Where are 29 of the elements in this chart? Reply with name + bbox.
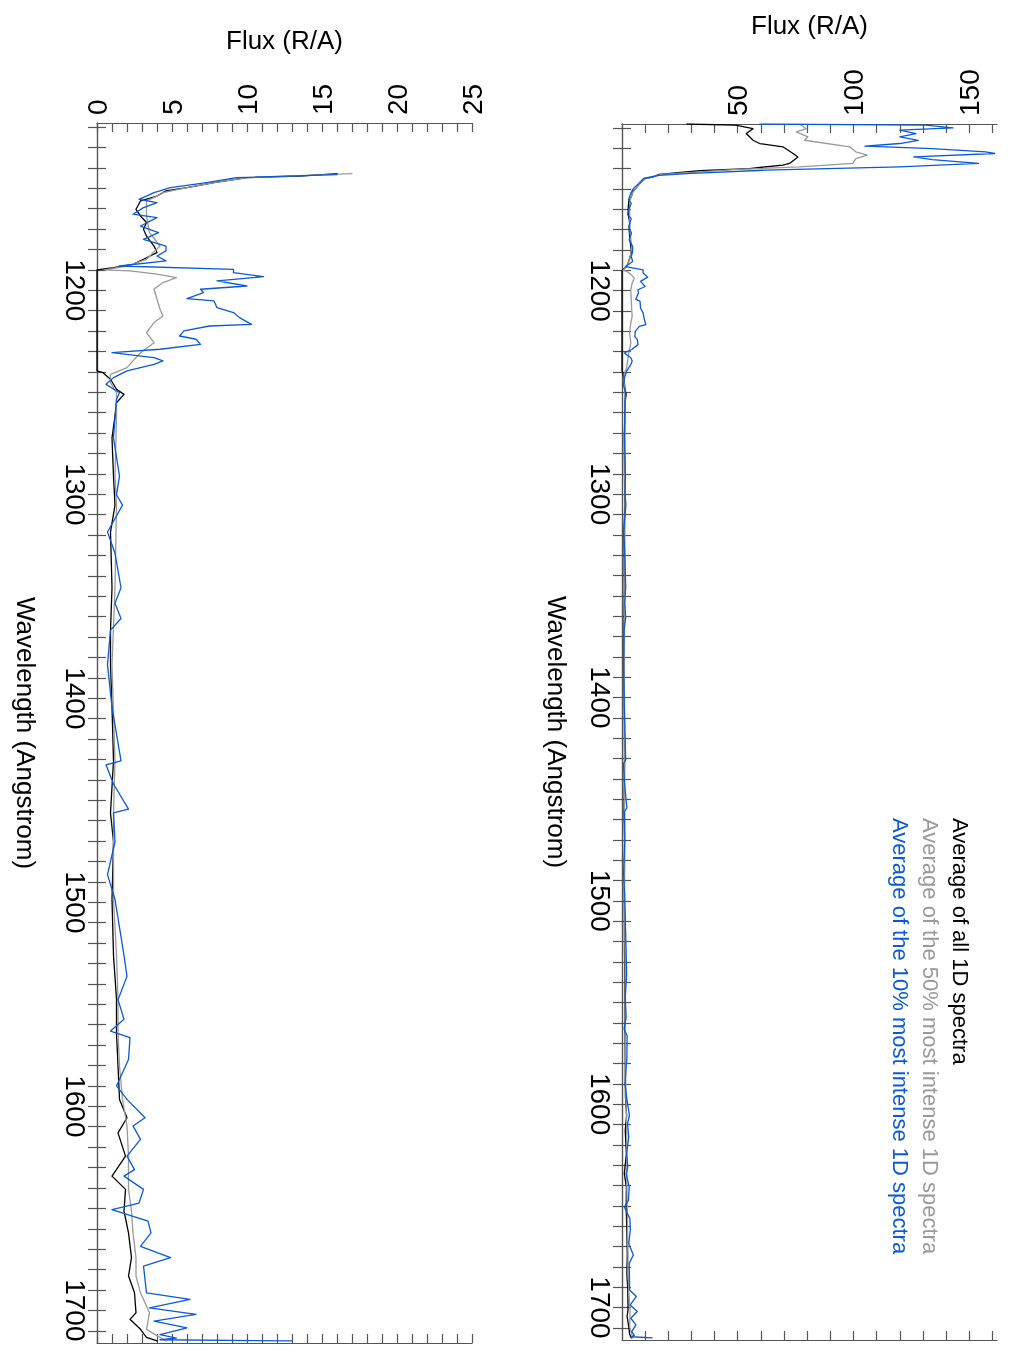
- x-tick-label: 25: [456, 83, 488, 115]
- text: Average of all 1D spectra: [947, 818, 973, 1066]
- x-tick-label: 0: [81, 99, 113, 115]
- y-tick-label: 1400: [59, 667, 91, 730]
- line-series: [622, 123, 996, 1339]
- y-tick-label: 1500: [584, 869, 616, 932]
- y-tick-label: 1600: [59, 1075, 91, 1138]
- y-axis-title: Wavelength (Angstrom): [11, 596, 41, 870]
- x-tick-label: 100: [837, 69, 869, 116]
- x-tick-label: 150: [953, 69, 985, 116]
- x-tick-label: 10: [231, 83, 263, 115]
- y-tick-label: 1200: [584, 259, 616, 322]
- x-tick-label: 20: [381, 83, 413, 115]
- x-axis-title: Flux (R/A): [751, 10, 868, 40]
- x-tick-label: 50: [722, 84, 754, 116]
- y-tick-label: 1300: [59, 463, 91, 526]
- text: Average of the 50% most intense 1D spectra: [917, 818, 943, 1255]
- y-tick-label: 1700: [584, 1276, 616, 1339]
- y-tick-label: 1300: [584, 462, 616, 526]
- y-axis-title: Wavelength (Angstrom): [542, 595, 572, 869]
- y-tick-label: 1400: [584, 666, 616, 729]
- text: Average of the 10% most intense 1D spectra: [887, 818, 913, 1255]
- y-tick-label: 1200: [59, 259, 91, 322]
- x-axis-title: Flux (R/A): [226, 25, 343, 55]
- y-tick-label: 1700: [59, 1279, 91, 1342]
- y-tick-label: 1600: [584, 1072, 616, 1136]
- y-tick-label: 1500: [59, 871, 91, 934]
- x-tick-label: 15: [306, 83, 338, 115]
- x-tick-label: 5: [156, 99, 188, 115]
